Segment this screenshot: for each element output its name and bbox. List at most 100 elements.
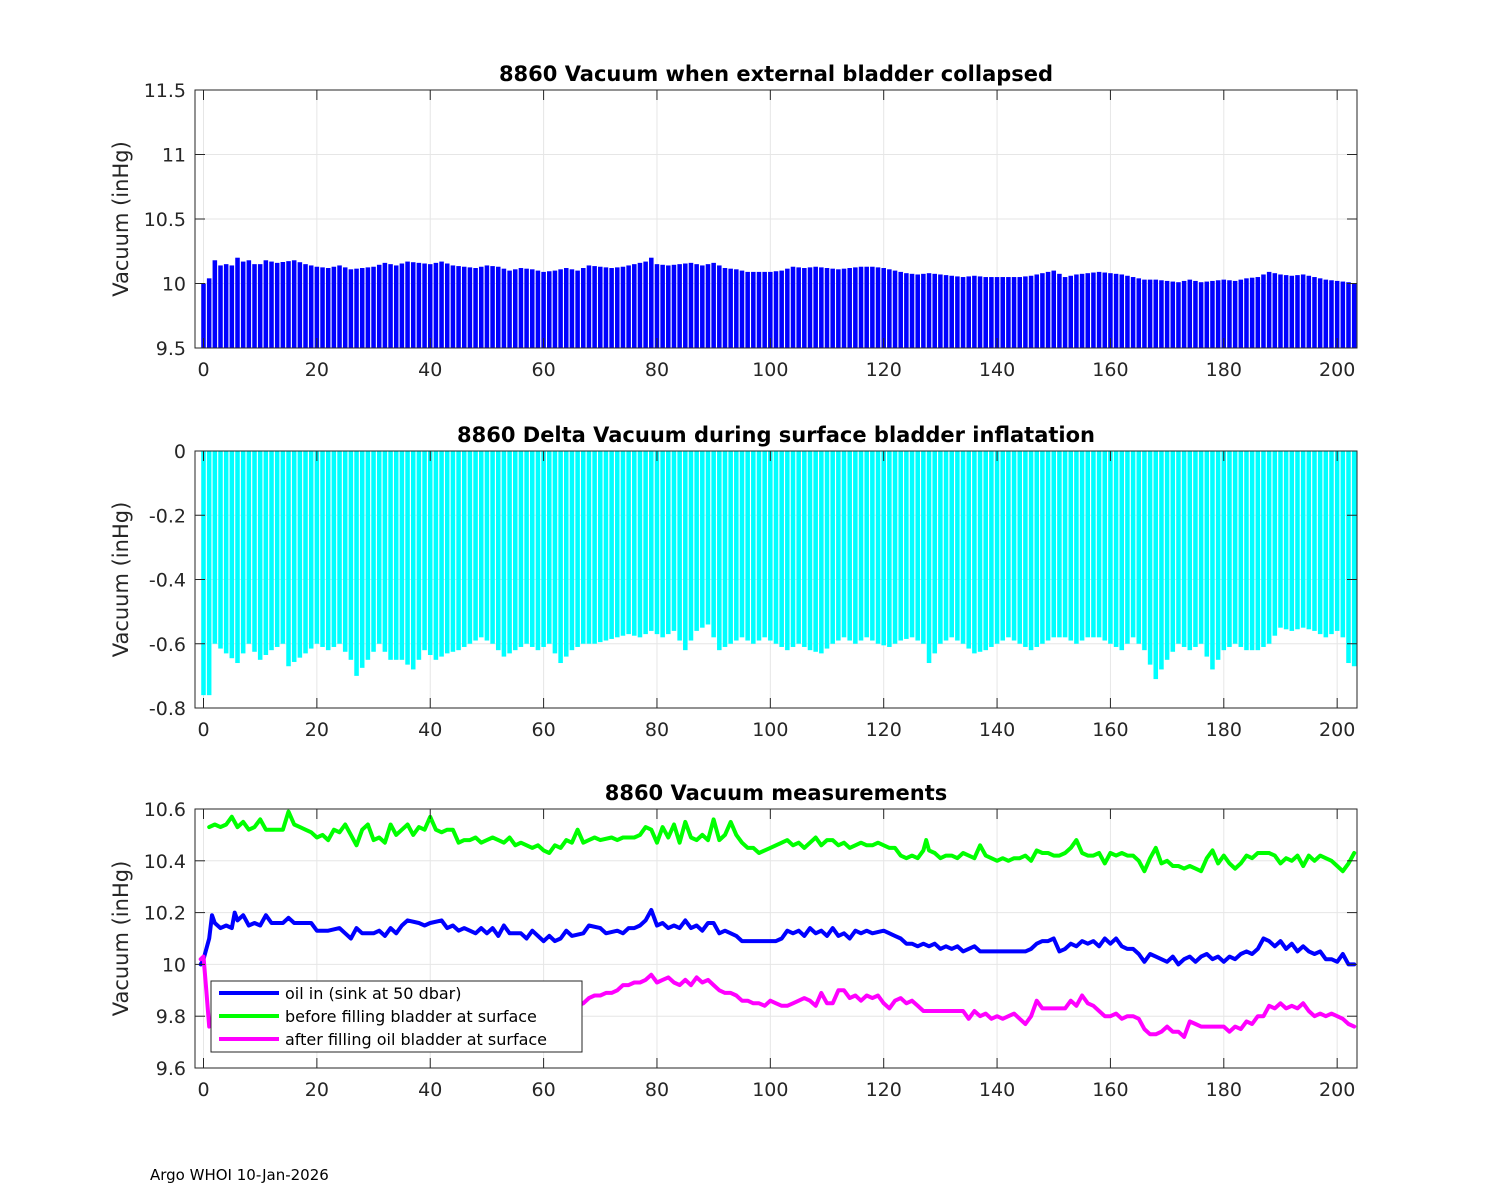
bar bbox=[229, 265, 235, 348]
bar bbox=[337, 265, 342, 348]
chart-1: 0 20 40 60 80 100 120 140 160 180 200 9.5 10 10.5 11 11… bbox=[109, 62, 1358, 381]
bar bbox=[875, 451, 881, 644]
bar bbox=[1017, 277, 1023, 348]
bar bbox=[847, 451, 852, 641]
bar bbox=[1278, 274, 1283, 348]
bar bbox=[1312, 277, 1317, 348]
bar bbox=[535, 451, 541, 651]
bar bbox=[337, 451, 342, 644]
bar bbox=[1221, 279, 1227, 348]
bar bbox=[444, 451, 450, 654]
bar bbox=[212, 260, 218, 348]
bar bbox=[1034, 274, 1040, 348]
bar bbox=[694, 451, 699, 631]
bar bbox=[756, 451, 762, 641]
bar bbox=[592, 266, 597, 348]
bar bbox=[439, 451, 444, 657]
bar bbox=[932, 451, 937, 654]
bar bbox=[1125, 275, 1130, 348]
bar bbox=[1096, 271, 1102, 348]
bar bbox=[717, 451, 722, 651]
bar bbox=[1227, 280, 1232, 348]
bar bbox=[824, 268, 830, 348]
bar bbox=[286, 451, 291, 667]
x-tick-label: 40 bbox=[418, 1079, 442, 1101]
bar bbox=[949, 451, 954, 638]
bar bbox=[518, 451, 524, 647]
bar bbox=[252, 264, 257, 348]
bar bbox=[518, 268, 524, 348]
bar bbox=[819, 267, 824, 348]
bar bbox=[1147, 451, 1153, 665]
bar bbox=[615, 267, 620, 348]
y-tick-label: 0 bbox=[174, 441, 186, 463]
bar bbox=[1244, 451, 1249, 651]
series-line-1 bbox=[198, 908, 1357, 967]
x-tick-label: 0 bbox=[197, 719, 209, 741]
bar bbox=[983, 277, 988, 348]
bar bbox=[1283, 275, 1289, 348]
bar bbox=[405, 451, 410, 665]
bar bbox=[938, 274, 943, 348]
bar bbox=[235, 257, 240, 348]
bar bbox=[490, 266, 495, 348]
bar bbox=[1130, 277, 1136, 348]
bar bbox=[206, 451, 212, 696]
bar bbox=[1119, 451, 1125, 651]
bar bbox=[1113, 451, 1119, 647]
bar bbox=[836, 451, 841, 641]
x-tick-label: 120 bbox=[866, 1079, 902, 1101]
bar bbox=[1159, 451, 1164, 670]
bar bbox=[1170, 451, 1176, 652]
bar bbox=[1289, 275, 1295, 348]
x-tick-label: 100 bbox=[752, 719, 788, 741]
bar bbox=[1006, 277, 1011, 348]
chart-title: 8860 Vacuum when external bladder collap… bbox=[499, 62, 1053, 86]
bar bbox=[1034, 451, 1040, 647]
bar bbox=[1232, 280, 1238, 348]
bar bbox=[535, 270, 541, 348]
bar bbox=[1221, 451, 1227, 651]
x-tick-label: 180 bbox=[1206, 719, 1242, 741]
bar bbox=[711, 451, 716, 638]
bar bbox=[790, 451, 796, 647]
bar bbox=[1249, 451, 1255, 651]
x-tick-label: 140 bbox=[979, 1079, 1015, 1101]
bar bbox=[637, 451, 643, 638]
bar bbox=[1249, 277, 1255, 348]
bar bbox=[943, 275, 949, 348]
bar bbox=[813, 266, 818, 348]
x-tick-label: 160 bbox=[1092, 359, 1128, 381]
bar bbox=[1028, 275, 1034, 348]
x-tick-label: 20 bbox=[305, 359, 329, 381]
bar bbox=[666, 265, 671, 348]
bar bbox=[841, 451, 847, 638]
bar bbox=[603, 267, 609, 348]
bar bbox=[785, 268, 790, 348]
bar bbox=[354, 268, 359, 348]
bar bbox=[734, 269, 739, 348]
bar bbox=[427, 451, 433, 655]
bar bbox=[802, 451, 807, 647]
bar bbox=[382, 451, 388, 652]
y-tick-label: 10.4 bbox=[144, 851, 186, 873]
bar bbox=[683, 451, 688, 651]
bar bbox=[257, 264, 263, 348]
bar bbox=[1187, 279, 1193, 348]
bar bbox=[399, 263, 405, 348]
bar bbox=[649, 451, 654, 631]
bar bbox=[484, 451, 490, 641]
y-tick-label: 9.5 bbox=[156, 338, 186, 360]
bar bbox=[473, 451, 478, 641]
bar bbox=[813, 451, 818, 652]
bar bbox=[348, 269, 354, 348]
bar bbox=[620, 451, 626, 636]
bar bbox=[388, 264, 393, 348]
bar bbox=[303, 451, 308, 654]
y-tick-label: 9.8 bbox=[156, 1006, 186, 1028]
bar bbox=[495, 451, 501, 651]
bar bbox=[342, 267, 348, 348]
bar bbox=[1329, 280, 1334, 348]
bar bbox=[240, 451, 246, 654]
